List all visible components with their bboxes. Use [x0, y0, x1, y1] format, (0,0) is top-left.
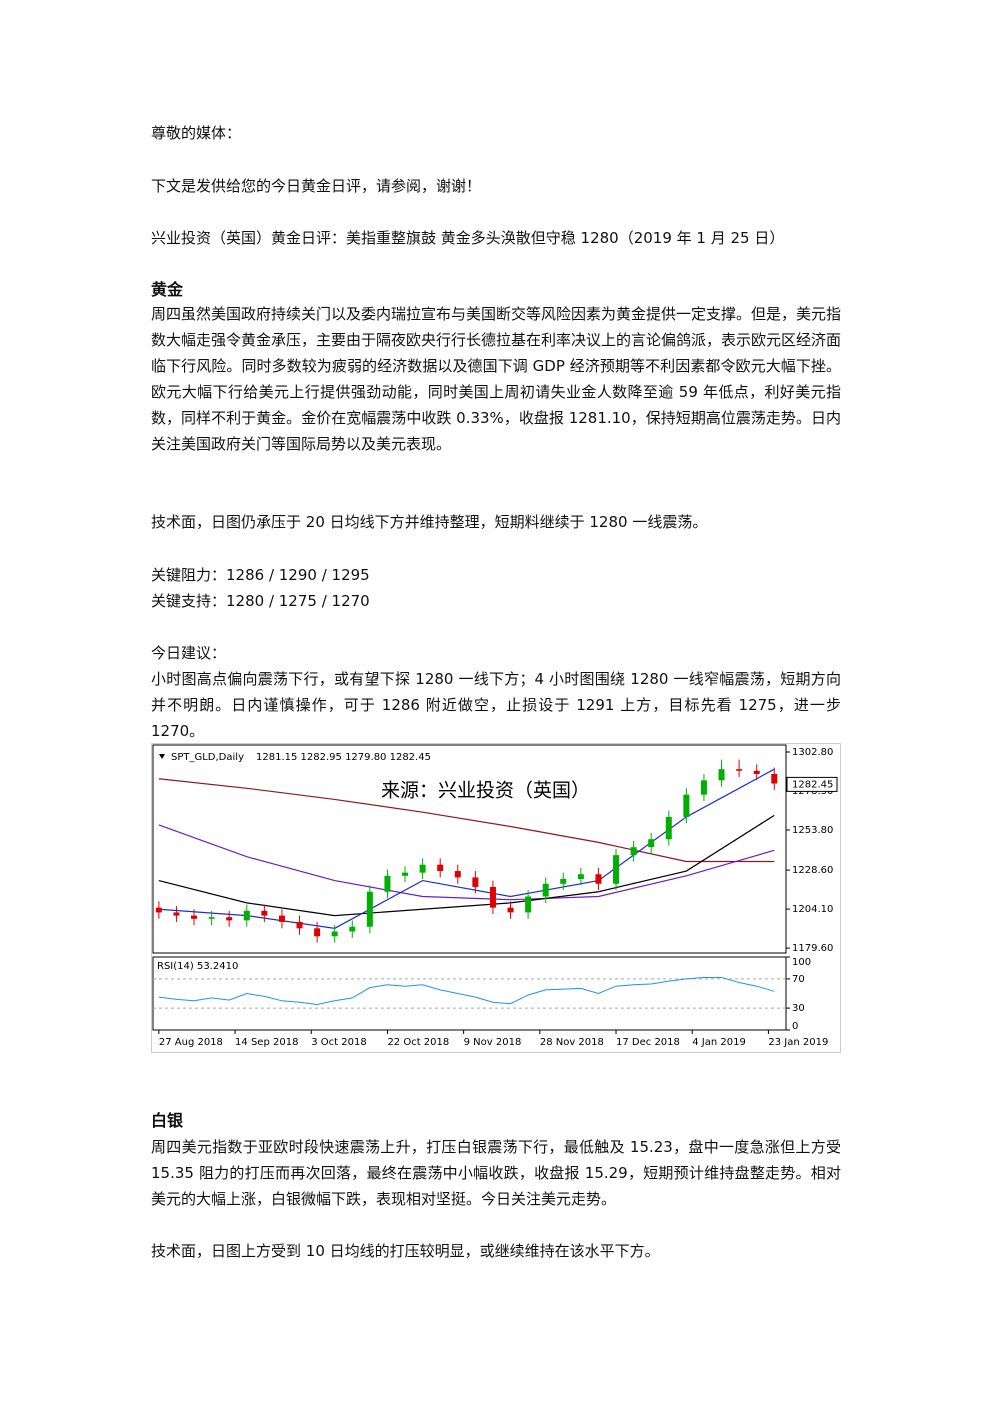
x-tick-label: 27 Aug 2018	[159, 1037, 223, 1048]
price-panel	[152, 744, 787, 954]
moving-average	[158, 778, 775, 863]
greeting: 尊敬的媒体：	[151, 124, 242, 142]
rsi-tick-label: 100	[792, 957, 811, 968]
candle-body	[331, 931, 338, 937]
candle-body	[753, 770, 760, 774]
headline: 兴业投资（英国）黄金日评：美指重整旗鼓 黄金多头涣散但守稳 1280（2019 …	[151, 229, 785, 247]
candle-body	[718, 769, 725, 781]
x-tick-label: 22 Oct 2018	[387, 1037, 449, 1048]
x-tick-label: 17 Dec 2018	[616, 1037, 680, 1048]
candle-body	[683, 794, 690, 817]
chart: 1302.801278.301253.801228.601204.101179.…	[151, 743, 841, 1053]
candle-body	[736, 769, 743, 771]
support: 关键支持：1280 / 1275 / 1270	[151, 592, 370, 610]
x-tick-label: 4 Jan 2019	[692, 1037, 746, 1048]
heading: 黄金	[151, 280, 184, 299]
candle-body	[542, 883, 549, 897]
candle-body	[384, 875, 391, 892]
candle-body	[472, 877, 479, 887]
rsi-tick-label: 70	[792, 974, 805, 985]
candle-body	[560, 878, 567, 884]
heading: 白银	[151, 1111, 184, 1130]
paragraph: 周四美元指数于亚欧时段快速震荡上升，打压白银震荡下行，最低触及 15.23，盘中…	[151, 1138, 841, 1208]
y-tick-label: 1204.10	[792, 904, 833, 915]
candle-body	[314, 928, 321, 937]
candle-body	[191, 915, 198, 919]
intro: 下文是发供给您的今日黄金日评，请参阅，谢谢！	[151, 177, 482, 195]
candle-body	[577, 874, 584, 879]
x-tick-label: 28 Nov 2018	[540, 1037, 604, 1048]
moving-average	[158, 824, 775, 901]
rsi-label: RSI(14) 53.2410	[157, 961, 238, 972]
candle-body	[665, 816, 672, 840]
watermark: 来源：兴业投资（英国）	[381, 780, 590, 802]
candle-body	[595, 874, 602, 884]
candle-body	[349, 926, 356, 932]
x-tick-label: 14 Sep 2018	[235, 1037, 298, 1048]
advice-label: 今日建议：	[151, 644, 227, 662]
candle-body	[208, 917, 215, 919]
rsi-tick-label: 0	[792, 1021, 798, 1032]
candle-body	[278, 915, 285, 922]
candle-body	[630, 847, 637, 856]
candle-body	[243, 910, 250, 921]
candle-body	[525, 896, 532, 913]
candle-body	[771, 773, 778, 784]
chart-title: SPT_GLD,Daily	[171, 752, 244, 763]
y-tick-label: 1253.80	[792, 825, 833, 836]
candle-body	[648, 839, 655, 848]
paragraph: 周四虽然美国政府持续关门以及委内瑞拉宣布与美国断交等风险因素为黄金提供一定支撑。…	[151, 305, 842, 453]
candle-body	[402, 872, 409, 876]
ohlc-label: 1281.15 1282.95 1279.80 1282.45	[256, 752, 431, 763]
candle-body	[173, 912, 180, 916]
candle-body	[419, 864, 426, 873]
candle-body	[489, 886, 496, 908]
moving-average	[158, 814, 775, 917]
candle-body	[437, 864, 444, 872]
candle-body	[366, 891, 373, 927]
candle-body	[296, 921, 303, 929]
candle-body	[700, 780, 707, 795]
y-tick-label: 1228.60	[792, 865, 833, 876]
candle-body	[454, 871, 461, 878]
candle-body	[261, 910, 268, 916]
candle-body	[226, 917, 233, 921]
y-tick-label: 1302.80	[792, 747, 833, 758]
rsi-tick-label: 30	[792, 1003, 805, 1014]
rsi-line	[158, 976, 775, 1005]
x-tick-label: 23 Jan 2019	[768, 1037, 828, 1048]
x-tick-label: 9 Nov 2018	[464, 1037, 522, 1048]
last-price-box	[786, 776, 838, 792]
candle-body	[613, 855, 620, 884]
paragraph: 技术面，日图仍承压于 20 日均线下方并维持整理，短期料继续于 1280 一线震…	[151, 513, 708, 531]
paragraph: 技术面，日图上方受到 10 日均线的打压较明显，或继续维持在该水平下方。	[151, 1242, 660, 1260]
candle-body	[155, 907, 162, 913]
rsi-panel	[152, 956, 787, 1031]
y-tick-label: 1179.60	[792, 943, 833, 954]
resistance: 关键阻力：1286 / 1290 / 1295	[151, 566, 370, 584]
x-tick-label: 3 Oct 2018	[311, 1037, 366, 1048]
candle-body	[507, 907, 514, 913]
title-marker	[159, 754, 165, 759]
last-price-label: 1282.45	[792, 779, 833, 790]
paragraph: 小时图高点偏向震荡下行，或有望下探 1280 一线下方；4 小时图围绕 1280…	[151, 670, 841, 740]
